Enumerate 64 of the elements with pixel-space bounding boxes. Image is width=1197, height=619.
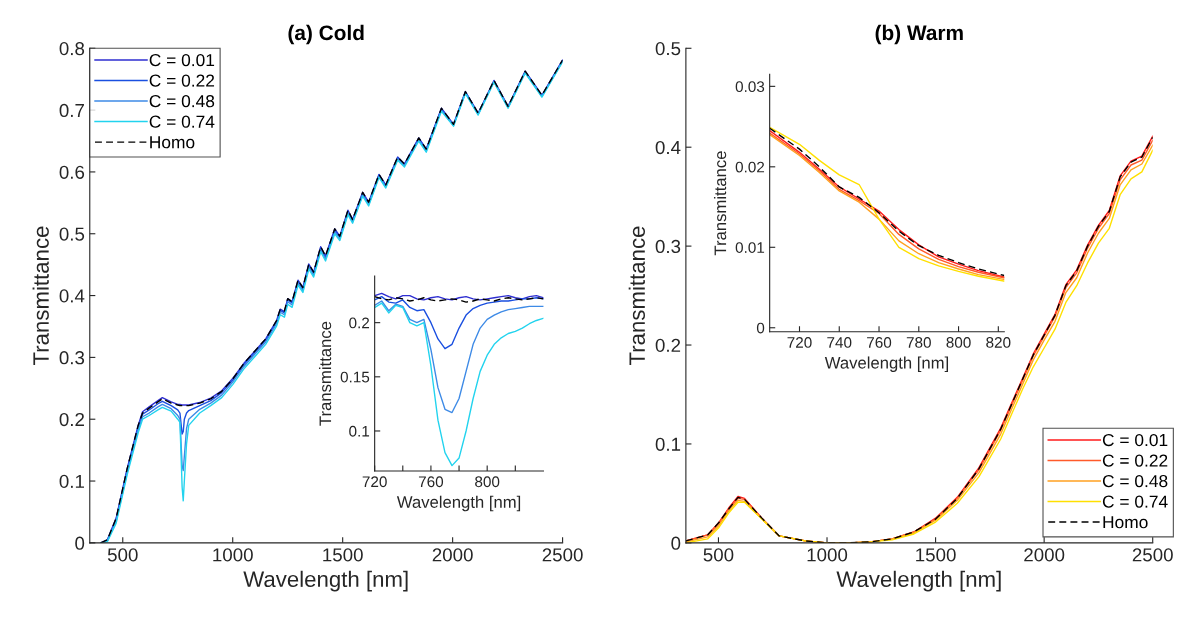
- y-axis-title: Transmittance: [628, 226, 646, 366]
- legend-label: C = 0.22: [149, 74, 215, 87]
- y-tick-label: 0.3: [59, 351, 85, 365]
- x-axis-title: Wavelength [nm]: [396, 495, 521, 512]
- y-tick-label: 0.2: [59, 412, 84, 427]
- x-tick-label: 2500: [1132, 548, 1173, 562]
- x-axis-title: Wavelength [nm]: [836, 570, 1001, 592]
- line-series: [374, 300, 544, 414]
- x-tick-label: 800: [946, 337, 971, 348]
- y-tick-label: 0.8: [59, 41, 85, 56]
- legend-label: C = 0.74: [1102, 495, 1168, 508]
- x-axis-title: Wavelength [nm]: [243, 570, 408, 592]
- line-series: [374, 302, 544, 467]
- legend-label: C = 0.48: [149, 95, 215, 108]
- y-tick-label: 0.1: [655, 437, 681, 451]
- y-tick-label: 0.2: [349, 317, 370, 329]
- x-tick-label: 2000: [432, 548, 473, 562]
- y-axis-title: Transmittance: [713, 151, 727, 256]
- x-tick-label: 820: [986, 337, 1011, 348]
- y-tick-label: 0.6: [59, 165, 85, 179]
- y-tick-label: 0.15: [340, 371, 370, 383]
- x-tick-label: 2000: [1024, 548, 1065, 562]
- y-tick-label: 0.02: [735, 161, 765, 173]
- x-tick-label: 1500: [916, 548, 956, 562]
- y-tick-label: 0.1: [59, 474, 84, 489]
- legend-label: C = 0.22: [1102, 454, 1168, 467]
- y-axis-title: Transmittance: [32, 226, 49, 366]
- y-tick-label: 0.1: [349, 425, 370, 437]
- x-tick-label: 1500: [323, 548, 363, 562]
- legend-label: C = 0.01: [1102, 433, 1168, 447]
- y-tick-label: 0.4: [655, 140, 681, 155]
- y-tick-label: 0.7: [59, 103, 84, 118]
- chart-title: (b) Warm: [875, 24, 963, 45]
- legend-label: Homo: [150, 136, 195, 149]
- x-tick-label: 720: [362, 476, 387, 488]
- y-tick-label: 0.2: [655, 338, 681, 353]
- y-tick-label: 0.3: [655, 239, 681, 254]
- line-series: [374, 292, 544, 301]
- x-tick-label: 500: [107, 548, 138, 562]
- x-tick-label: 500: [703, 548, 734, 562]
- x-tick-label: 760: [867, 337, 892, 348]
- x-tick-label: 740: [827, 337, 852, 348]
- x-axis-title: Wavelength [nm]: [824, 356, 949, 372]
- y-tick-label: 0.5: [59, 227, 85, 241]
- legend-label: Homo: [1103, 516, 1148, 529]
- y-tick-label: 0.01: [735, 242, 765, 253]
- chart-title: (a) Cold: [288, 24, 364, 45]
- legend-label: C = 0.01: [149, 53, 215, 67]
- x-tick-label: 720: [787, 337, 812, 348]
- x-tick-label: 2500: [542, 548, 583, 562]
- x-tick-label: 760: [418, 476, 444, 488]
- legend-label: C = 0.48: [1102, 474, 1168, 488]
- y-tick-label: 0.5: [655, 41, 681, 56]
- x-tick-label: 1000: [807, 548, 848, 562]
- x-tick-label: 1000: [213, 548, 253, 562]
- y-tick-label: 0.4: [59, 289, 85, 303]
- x-tick-label: 800: [475, 476, 500, 488]
- y-axis-title: Transmittance: [318, 321, 332, 426]
- legend-label: C = 0.74: [149, 115, 215, 128]
- y-tick-label: 0: [756, 322, 765, 334]
- y-tick-label: 0.03: [735, 81, 765, 93]
- x-tick-label: 780: [906, 337, 931, 348]
- y-tick-label: 0: [671, 536, 681, 550]
- y-tick-label: 0: [75, 536, 85, 550]
